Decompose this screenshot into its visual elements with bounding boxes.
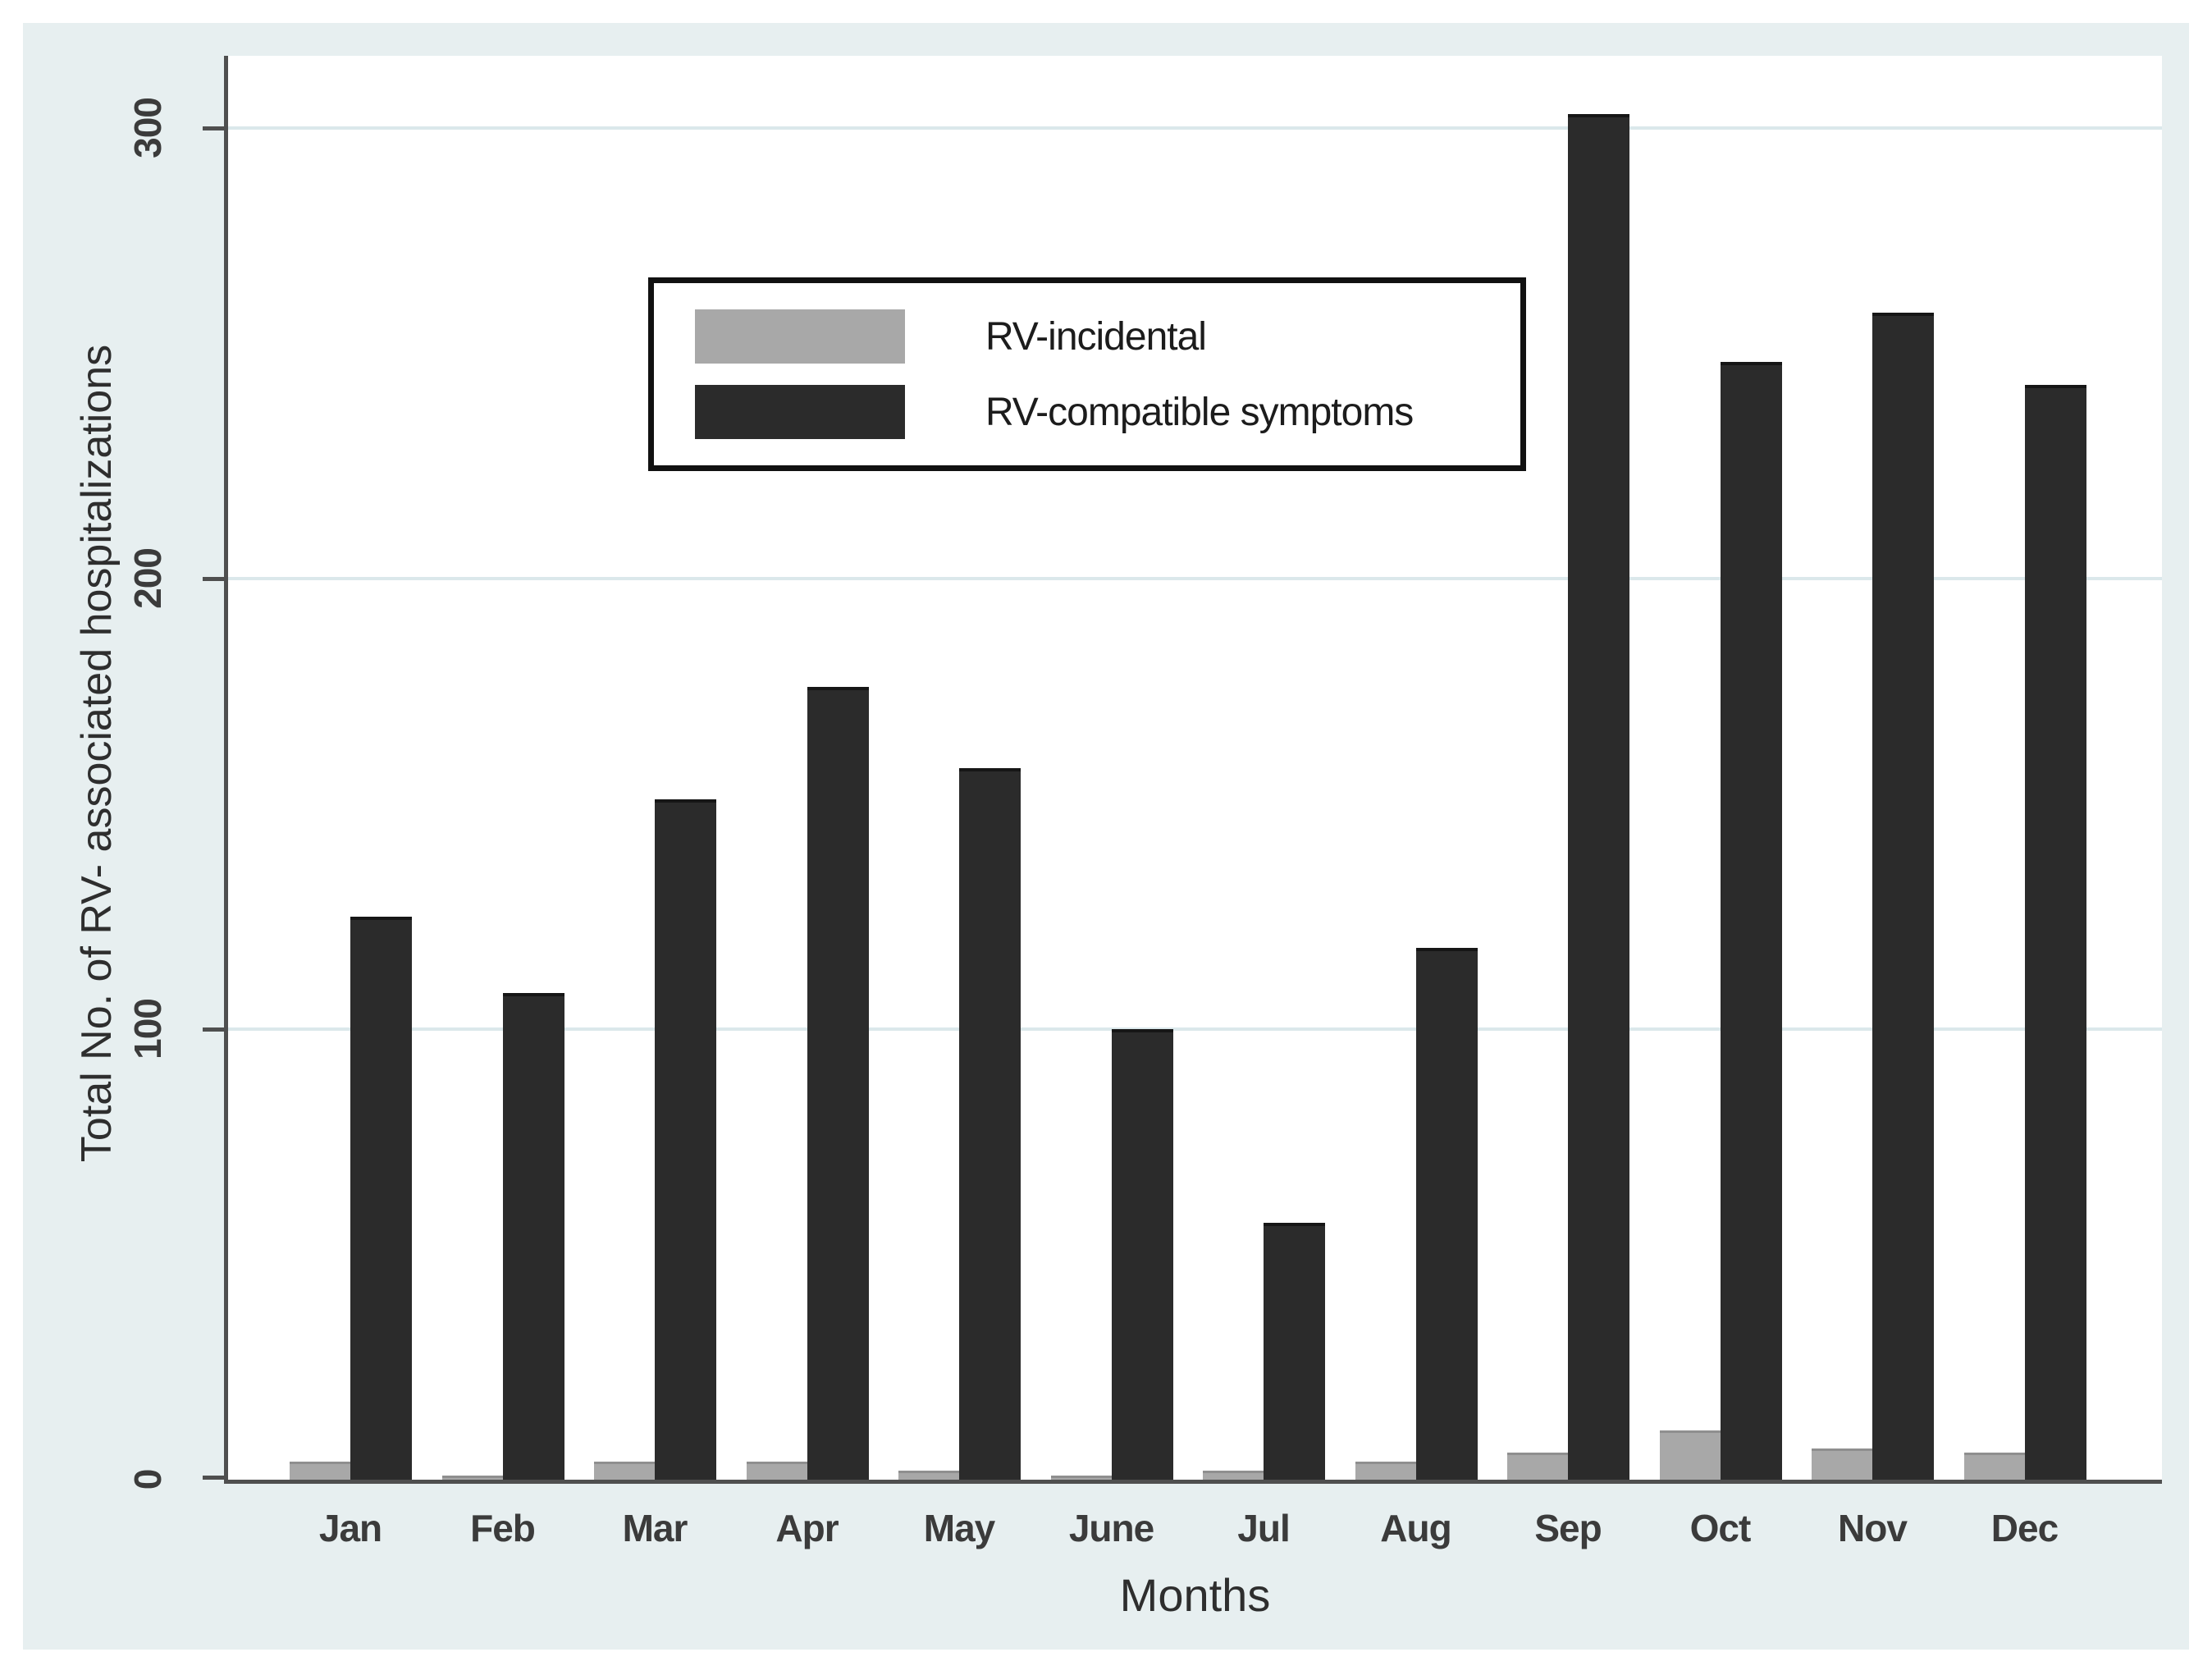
- bar-rv-compatible-symptoms-sep: [1568, 114, 1629, 1480]
- x-tick-label-apr: Apr: [775, 1507, 839, 1549]
- bar-rv-incidental-jul: [1203, 1471, 1264, 1480]
- gridline-300: [228, 126, 2162, 130]
- x-tick-label-sep: Sep: [1534, 1507, 1602, 1549]
- x-tick-label-may: May: [923, 1507, 995, 1549]
- bar-rv-incidental-dec: [1963, 1453, 2025, 1480]
- x-tick-label-aug: Aug: [1380, 1507, 1451, 1549]
- y-tick-100: [203, 1027, 224, 1032]
- x-tick-label-june: June: [1068, 1507, 1154, 1549]
- figure-canvas: Total No. of RV- associated hospitalizat…: [23, 23, 2189, 1650]
- bar-rv-incidental-mar: [594, 1462, 655, 1480]
- x-tick-label-jan: Jan: [318, 1507, 382, 1549]
- gridline-200: [228, 576, 2162, 580]
- y-tick-label-100: 100: [126, 999, 169, 1059]
- bar-rv-incidental-june: [1050, 1475, 1112, 1480]
- legend-label-rv-incidental: RV-incidental: [985, 314, 1207, 359]
- bar-rv-compatible-symptoms-jan: [350, 916, 412, 1480]
- y-tick-300: [203, 126, 224, 130]
- bar-rv-incidental-oct: [1659, 1430, 1721, 1480]
- bar-rv-compatible-symptoms-oct: [1720, 362, 1782, 1480]
- x-tick-label-nov: Nov: [1838, 1507, 1908, 1549]
- bar-rv-compatible-symptoms-apr: [807, 686, 869, 1480]
- y-tick-200: [203, 576, 224, 581]
- x-tick-label-feb: Feb: [470, 1507, 536, 1549]
- x-tick-label-dec: Dec: [1990, 1507, 2059, 1549]
- x-tick-label-jul: Jul: [1237, 1507, 1290, 1549]
- bar-rv-compatible-symptoms-may: [959, 767, 1021, 1480]
- x-axis-title: Months: [1119, 1569, 1271, 1621]
- bar-rv-compatible-symptoms-nov: [1872, 312, 1934, 1480]
- bar-rv-compatible-symptoms-dec: [2024, 384, 2086, 1480]
- y-axis-title-wrap: Total No. of RV- associated hospitalizat…: [60, 138, 134, 1369]
- bar-rv-compatible-symptoms-aug: [1415, 948, 1478, 1480]
- y-tick-label-0: 0: [126, 1469, 169, 1490]
- x-tick-label-mar: Mar: [622, 1507, 688, 1549]
- legend-box: RV-incidental RV-compatible symptoms: [648, 277, 1526, 471]
- legend-row-rv-incidental: RV-incidental: [695, 309, 1520, 364]
- y-tick-label-200: 200: [126, 548, 169, 609]
- plot-area: 0 100 200 300 Jan Feb Mar Apr May June Jul Aug Sep Oc…: [126, 56, 2162, 1621]
- bar-rv-incidental-sep: [1507, 1453, 1568, 1480]
- y-tick-0: [203, 1476, 224, 1480]
- bar-rv-compatible-symptoms-jul: [1264, 1223, 1325, 1480]
- legend-swatch-rv-incidental: [695, 309, 905, 364]
- gridline-100: [228, 1027, 2162, 1031]
- legend-label-rv-compatible: RV-compatible symptoms: [985, 390, 1414, 434]
- bar-rv-incidental-apr: [746, 1462, 807, 1480]
- legend-swatch-rv-compatible: [695, 385, 905, 439]
- bar-rv-compatible-symptoms-feb: [502, 993, 564, 1480]
- y-tick-label-300: 300: [126, 97, 169, 158]
- bar-rv-incidental-feb: [441, 1475, 503, 1480]
- x-tick-label-oct: Oct: [1689, 1507, 1752, 1549]
- bar-rv-incidental-jan: [290, 1462, 350, 1480]
- bar-rv-incidental-aug: [1355, 1462, 1416, 1480]
- bar-rv-incidental-may: [898, 1471, 959, 1480]
- bar-rv-compatible-symptoms-june: [1111, 1028, 1173, 1480]
- legend-row-rv-compatible: RV-compatible symptoms: [695, 385, 1520, 439]
- bar-rv-compatible-symptoms-mar: [655, 799, 716, 1480]
- bar-rv-incidental-nov: [1812, 1448, 1872, 1480]
